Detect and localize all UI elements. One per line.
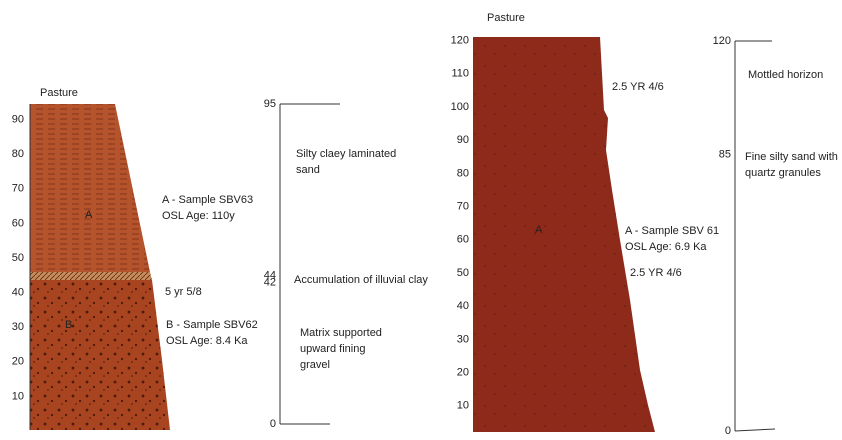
legend-depth: 42 [264,276,276,288]
scale-label: 20 [457,367,469,379]
scale-label: 80 [12,148,24,160]
scale-label: 90 [457,134,469,146]
profile-title: Pasture [40,87,78,99]
scale-label: 120 [451,35,469,47]
unit-description: Silty claey laminated [296,148,396,160]
legend-depth: 85 [719,149,731,161]
unit-description: upward fining [300,343,365,355]
scale-label: 20 [12,356,24,368]
scale-label: 50 [457,267,469,279]
unit-description: Accumulation of illuvial clay [294,274,428,286]
horizon-mark: A [85,209,93,221]
unit-description: Mottled horizon [748,69,823,81]
legend-depth: 95 [264,98,276,110]
legend-depth: 0 [725,425,731,435]
legend-depth: 0 [270,418,276,430]
clay-band [30,272,152,280]
upper-horizon [30,104,150,272]
scale-label: 30 [457,333,469,345]
scale-label: 50 [12,252,24,264]
unit-description: Fine silty sand with [745,151,838,163]
unit-description: gravel [300,359,330,371]
scale-label: 10 [457,400,469,412]
annotation: 2.5 YR 4/6 [630,267,682,279]
legend-depth: 120 [713,35,731,47]
profile-title: Pasture [487,12,525,24]
horizon-mark: A [535,224,543,236]
unit-description: sand [296,164,320,176]
annotation: B - Sample SBV62 [166,319,258,331]
unit-description: quartz granules [745,167,821,179]
lower-horizon [30,280,170,430]
annotation: A - Sample SBV 61 [625,225,719,237]
figure: Pasture 10 20 30 40 50 60 70 80 90 A B A - Sample SB… [0,0,842,435]
scale-label: 60 [12,217,24,229]
annotation: OSL Age: 8.4 Ka [166,335,248,347]
annotation: 2.5 YR 4/6 [612,81,664,93]
scale-label: 40 [12,287,24,299]
legend-line [735,41,775,431]
scale-label: 70 [12,183,24,195]
annotation: OSL Age: 6.9 Ka [625,241,707,253]
unit-description: Matrix supported [300,327,382,339]
annotation: 5 yr 5/8 [165,286,202,298]
scale-label: 70 [457,201,469,213]
annotation: A - Sample SBV63 [162,194,253,206]
scale-label: 110 [451,68,469,80]
scale-label: 40 [457,300,469,312]
scale-label: 90 [12,114,24,126]
annotation: OSL Age: 110y [162,210,235,222]
scale-label: 10 [12,390,24,402]
horizon-mark: B [65,319,72,331]
scale-label: 100 [451,101,469,113]
scale-label: 30 [12,321,24,333]
scale-label: 60 [457,234,469,246]
scale-label: 80 [457,167,469,179]
